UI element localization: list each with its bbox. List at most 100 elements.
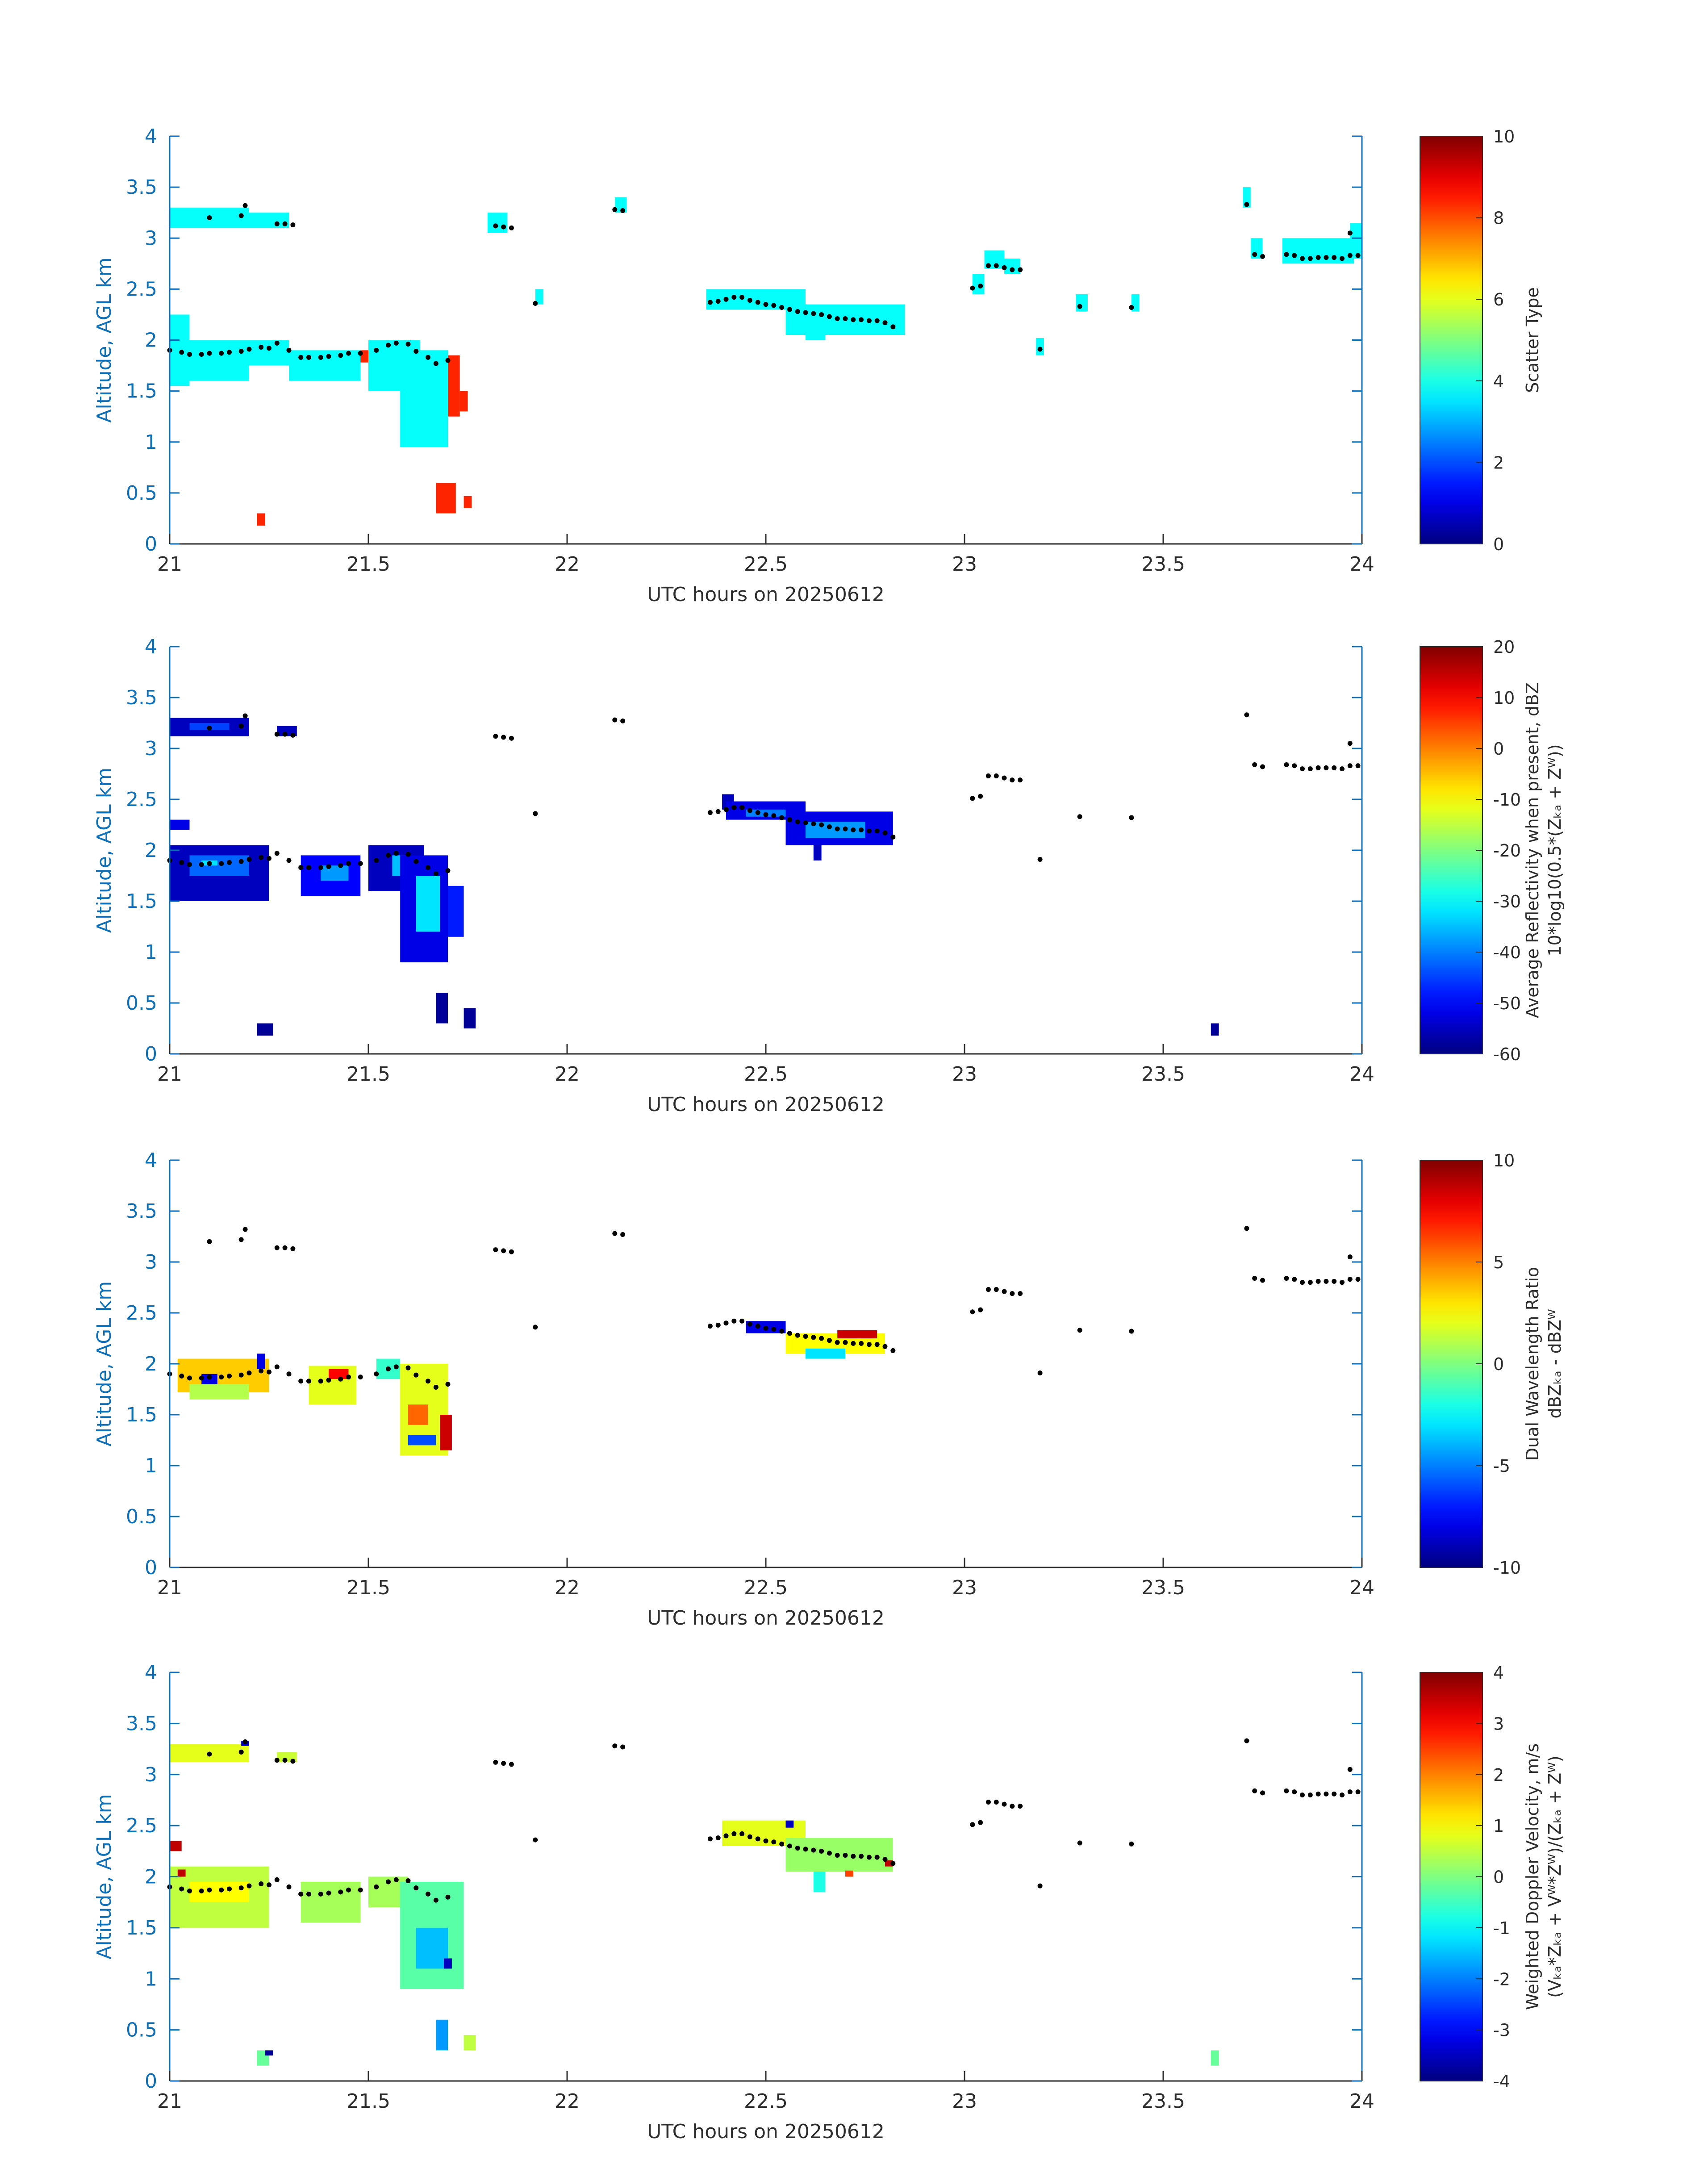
cloud-base-dot (509, 735, 514, 741)
cloud-base-dot (723, 1320, 729, 1326)
data-cell (189, 340, 249, 381)
cloud-base-dot (326, 864, 331, 869)
colorbar-tick-label: 3 (1493, 1714, 1504, 1734)
cloud-base-dot (413, 1372, 419, 1378)
y-tick-label: 1.5 (126, 1404, 157, 1426)
cloud-base-dot (1252, 1275, 1257, 1281)
cloud-base-dot (795, 819, 800, 824)
cloud-base-dot (747, 808, 752, 813)
data-cell (329, 1369, 349, 1379)
colorbar (1420, 136, 1483, 544)
colorbar-tick-label: -5 (1493, 1456, 1510, 1476)
x-tick-label: 23 (952, 553, 977, 576)
cloud-base-dot (787, 817, 792, 823)
x-tick-label: 21.5 (347, 1063, 390, 1086)
data-cell (535, 289, 543, 305)
cloud-base-dot (723, 807, 729, 812)
y-tick-label: 4 (145, 1149, 157, 1172)
cloud-base-dot (1355, 763, 1361, 769)
x-tick-label: 23.5 (1141, 553, 1185, 576)
y-tick-label: 3 (145, 737, 157, 760)
cloud-base-dot (246, 1371, 252, 1376)
cloud-base-dot (986, 1287, 991, 1292)
cloud-base-dot (986, 773, 991, 779)
cloud-base-dot (433, 361, 438, 366)
colorbar-tick-label: -50 (1493, 994, 1521, 1013)
cloud-base-dot (238, 859, 244, 864)
colorbar-tick-label: -4 (1493, 2072, 1510, 2091)
cloud-base-dot (723, 297, 729, 302)
cloud-base-dot (207, 351, 212, 356)
y-tick-label: 2.5 (126, 1302, 157, 1325)
cloud-base-dot (282, 731, 288, 737)
cloud-base-dot (1355, 1277, 1361, 1282)
cloud-base-dot (286, 858, 292, 863)
cloud-base-dot (509, 1249, 514, 1254)
cloud-base-dot (393, 851, 399, 856)
colorbar-tick-label: -1 (1493, 1918, 1510, 1938)
cloud-base-dot (374, 1884, 379, 1889)
cloud-base-dot (890, 1861, 896, 1866)
cloud-base-dot (1018, 1291, 1023, 1296)
data-cell (400, 350, 448, 447)
cloud-base-dot (286, 1371, 292, 1377)
cloud-base-dot (413, 349, 419, 354)
cloud-base-dot (306, 1379, 311, 1384)
cloud-base-dot (1347, 253, 1353, 258)
panel-4: 21 21.5 22 22.5 23 23.5 2400.511.522.533.54UTC… (93, 1661, 1565, 2143)
data-cell (806, 1348, 845, 1359)
cloud-base-dot (859, 1341, 864, 1346)
cloud-base-dot (318, 1379, 323, 1384)
cloud-base-dot (771, 1839, 777, 1845)
cloud-base-dot (274, 340, 280, 346)
cloud-base-dot (199, 862, 204, 867)
cloud-base-dot (1252, 1788, 1257, 1793)
cloud-base-dot (298, 865, 304, 870)
data-cell (249, 340, 289, 366)
cloud-base-dot (286, 1884, 292, 1889)
cloud-base-dot (1332, 765, 1337, 770)
x-tick-label: 21.5 (347, 553, 390, 576)
cloud-base-dot (620, 208, 626, 213)
x-tick-label: 24 (1349, 1063, 1374, 1086)
x-axis-label: UTC hours on 20250612 (647, 2120, 885, 2143)
data-cell-accent (444, 1958, 452, 1969)
colorbar-tick-label: 2 (1493, 1765, 1504, 1785)
x-tick-label: 24 (1349, 553, 1374, 576)
data-cell-accent (785, 1820, 794, 1828)
data-cell (464, 1008, 476, 1028)
cloud-base-dot (978, 284, 983, 289)
cloud-base-dot (1284, 1788, 1289, 1793)
cloud-base-dot (763, 302, 768, 307)
cloud-base-dot (1340, 256, 1345, 261)
cloud-base-dot (787, 1331, 792, 1336)
colorbar-tick-label: 2 (1493, 453, 1504, 472)
y-tick-label: 1.5 (126, 380, 157, 403)
cloud-base-dot (874, 828, 880, 834)
cloud-base-dot (533, 1325, 538, 1330)
cloud-base-dot (819, 1848, 824, 1854)
cloud-base-dot (819, 822, 824, 827)
cloud-base-dot (986, 1800, 991, 1805)
cloud-base-dot (179, 350, 184, 355)
cloud-base-dot (795, 1845, 800, 1851)
data-cell (416, 876, 440, 932)
colorbar (1420, 1160, 1483, 1568)
cloud-base-dot (318, 355, 323, 360)
cloud-base-dot (1010, 1291, 1015, 1296)
cloud-base-dot (267, 346, 271, 351)
cloud-base-dot (358, 1375, 363, 1380)
cloud-base-dot (890, 1348, 896, 1353)
cloud-base-dot (207, 1375, 212, 1380)
colorbar-tick-label: -10 (1493, 1558, 1521, 1578)
cloud-base-dot (405, 852, 411, 857)
cloud-base-dot (259, 344, 264, 350)
cloud-base-dot (386, 343, 391, 348)
cloud-base-dot (620, 718, 626, 723)
panel-2: 21 21.5 22 22.5 23 23.5 2400.511.522.533.54UTC… (93, 635, 1565, 1116)
data-cell (448, 355, 460, 417)
cloud-base-dot (1292, 253, 1297, 258)
cloud-base-dot (306, 1891, 311, 1897)
cloud-base-dot (874, 1855, 880, 1860)
cloud-base-dot (859, 827, 864, 832)
